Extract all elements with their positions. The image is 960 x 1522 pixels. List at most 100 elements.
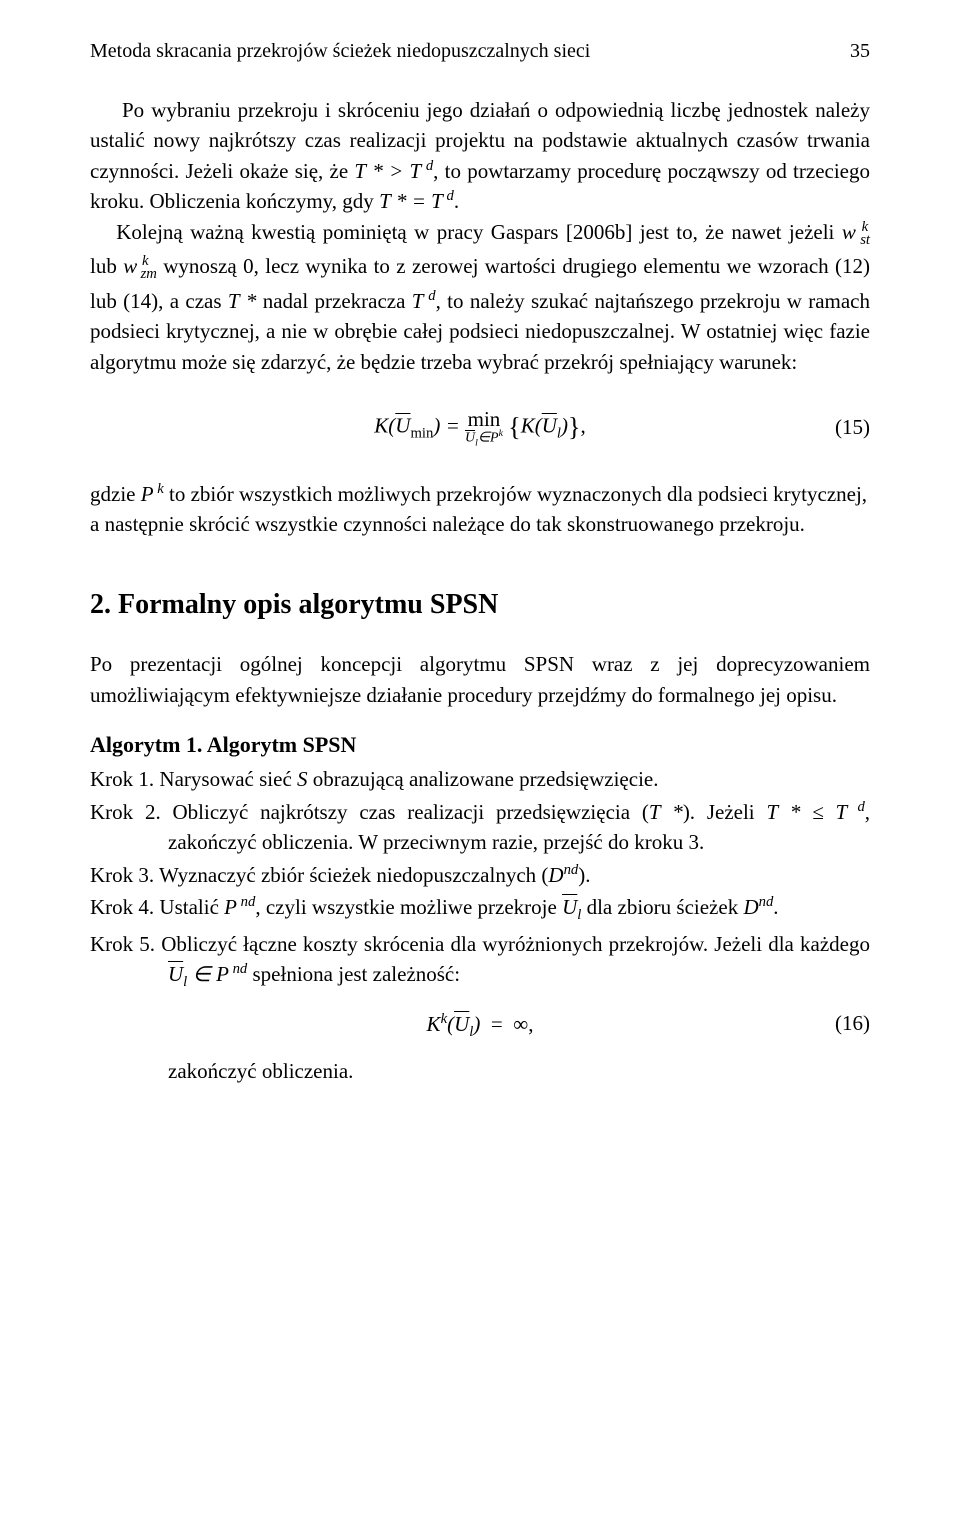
paragraph-4: Po prezentacji ogólnej koncepcji algoryt… bbox=[90, 649, 870, 710]
step-4-a: Ustalić bbox=[159, 895, 224, 919]
paragraph-3: gdzie P k to zbiór wszystkich możliwych … bbox=[90, 479, 870, 540]
math-inline: P k bbox=[141, 482, 164, 506]
step-1: Krok 1. Narysować sieć S obrazującą anal… bbox=[90, 764, 870, 794]
math-P: P bbox=[224, 895, 237, 919]
math-d: d bbox=[857, 799, 864, 815]
math-sup: nd bbox=[564, 862, 579, 878]
step-5-end: zakończyć obliczenia. bbox=[90, 1056, 870, 1086]
math-U: U bbox=[562, 895, 577, 919]
step-2: Krok 2. Obliczyć najkrótszy czas realiza… bbox=[90, 797, 870, 858]
equation-15: K(Umin) = min Ul∈Pk {K(Ul)}, (15) bbox=[90, 407, 870, 448]
math-U: U bbox=[465, 431, 475, 446]
math-k: k bbox=[499, 428, 503, 439]
math-inline: w kst bbox=[842, 220, 870, 244]
math-sup: d bbox=[847, 799, 865, 815]
equation-16: Kk(Ul) = ∞, (16) bbox=[90, 1011, 870, 1041]
math-l: l bbox=[557, 426, 561, 442]
p3-text-c: a następnie skrócić wszystkie czynności … bbox=[90, 512, 805, 536]
math-sup: k bbox=[499, 428, 503, 439]
math-inline: T * > T d bbox=[354, 159, 433, 183]
math-D: D bbox=[548, 863, 563, 887]
math-D: D bbox=[743, 895, 758, 919]
math-sup: nd bbox=[229, 961, 247, 977]
min-expression: min Ul∈Pk bbox=[465, 407, 503, 448]
right-brace: } bbox=[568, 413, 580, 442]
math-eq: = bbox=[491, 1012, 503, 1036]
math-nd: nd bbox=[233, 961, 248, 977]
running-title: Metoda skracania przekrojów ścieżek nied… bbox=[90, 40, 590, 63]
step-3-a: Wyznaczyć zbiór ścieżek niedopuszczalnyc… bbox=[159, 863, 548, 887]
page-number: 35 bbox=[850, 40, 870, 63]
p1-text-c: . bbox=[454, 189, 459, 213]
math-Ubar: U bbox=[395, 414, 410, 438]
math-P: P bbox=[490, 431, 499, 446]
math-sup: nd bbox=[237, 894, 255, 910]
math-d: d bbox=[447, 188, 454, 204]
math-nd: nd bbox=[241, 894, 256, 910]
math-leq: ≤ bbox=[812, 800, 824, 824]
step-1-a: Narysować sieć bbox=[159, 767, 297, 791]
math-d: d bbox=[428, 288, 435, 304]
math-P: P bbox=[141, 482, 154, 506]
math-inline: Ul ∈ P nd bbox=[168, 962, 247, 986]
math-nd: nd bbox=[759, 894, 774, 910]
math-min-label: min bbox=[410, 426, 433, 442]
step-1-label: Krok 1. bbox=[90, 767, 159, 791]
equation-15-content: K(Umin) = min Ul∈Pk {K(Ul)}, bbox=[374, 407, 585, 448]
math-sub-min: min bbox=[410, 426, 433, 442]
paragraph-1: Po wybraniu przekroju i skróceniu jego d… bbox=[90, 95, 870, 377]
math-sup: d bbox=[423, 288, 435, 304]
math-inline: T * bbox=[228, 289, 257, 313]
math-Ubar: U bbox=[465, 431, 475, 446]
math-sup: d bbox=[421, 158, 433, 174]
math-K: K bbox=[374, 414, 388, 438]
math-comma: , bbox=[528, 1012, 533, 1036]
min-domain: Ul∈Pk bbox=[465, 428, 503, 448]
math-Ubar: U bbox=[454, 1012, 469, 1036]
algorithm-title: Algorytm 1. Algorytm SPSN bbox=[90, 732, 870, 758]
math-Tstar: T * bbox=[766, 800, 800, 824]
math-sub: l bbox=[183, 974, 187, 990]
step-4-label: Krok 4. bbox=[90, 895, 159, 919]
math-w: w bbox=[123, 254, 137, 278]
math-zm: zm bbox=[141, 266, 157, 282]
math-inline: Ul bbox=[562, 895, 581, 919]
section-heading: 2. Formalny opis algorytmu SPSN bbox=[90, 589, 870, 621]
step-2-b: ). Jeżeli bbox=[683, 800, 767, 824]
math-sub: zm bbox=[141, 266, 157, 282]
math-K: K bbox=[427, 1012, 441, 1036]
step-4: Krok 4. Ustalić P nd, czyli wszystkie mo… bbox=[90, 892, 870, 927]
math-comma: , bbox=[580, 414, 585, 438]
step-4-d: . bbox=[773, 895, 778, 919]
math-sub: l bbox=[469, 1025, 473, 1041]
step-4-b: , czyli wszystkie możliwe przekroje bbox=[255, 895, 562, 919]
math-inf: ∞ bbox=[513, 1012, 528, 1036]
p3-text-a: gdzie bbox=[90, 482, 141, 506]
step-1-b: obrazującą analizowane przedsięwzięcie. bbox=[308, 767, 659, 791]
math-in: ∈ bbox=[193, 962, 211, 986]
math-Ubar: U bbox=[562, 895, 577, 919]
step-5-b: spełniona jest zależność: bbox=[247, 962, 460, 986]
math-Ubar: U bbox=[168, 962, 183, 986]
math-inline: w kzm bbox=[123, 254, 157, 278]
math-K: K bbox=[521, 414, 535, 438]
equation-16-content: Kk(Ul) = ∞, bbox=[427, 1012, 534, 1036]
math-U: U bbox=[542, 414, 557, 438]
math-inline: P nd bbox=[224, 895, 255, 919]
math-sup: k bbox=[441, 1011, 448, 1027]
math-sup: nd bbox=[759, 894, 774, 910]
left-brace: { bbox=[508, 413, 520, 442]
step-3: Krok 3. Wyznaczyć zbiór ścieżek niedopus… bbox=[90, 860, 870, 890]
equation-15-number: (15) bbox=[835, 415, 870, 440]
math-inline: T * ≤ T d bbox=[766, 800, 864, 824]
math-sup: k bbox=[154, 481, 164, 497]
math-sup: d bbox=[443, 188, 454, 204]
math-k: k bbox=[441, 1011, 448, 1027]
math-text: T * = T bbox=[379, 189, 443, 213]
equation-16-number: (16) bbox=[835, 1011, 870, 1036]
math-U: U bbox=[395, 414, 410, 438]
math-l: l bbox=[183, 974, 187, 990]
step-2-a: Obliczyć najkrótszy czas realizacji prze… bbox=[172, 800, 648, 824]
step-5-label: Krok 5. bbox=[90, 932, 161, 956]
math-Tstar: T * bbox=[649, 800, 683, 824]
